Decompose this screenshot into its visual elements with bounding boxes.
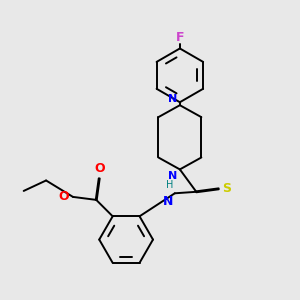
Text: O: O bbox=[59, 190, 69, 203]
Text: O: O bbox=[94, 162, 104, 175]
Text: N: N bbox=[168, 94, 178, 104]
Text: S: S bbox=[222, 182, 231, 195]
Text: H: H bbox=[166, 180, 173, 190]
Text: N: N bbox=[168, 171, 178, 181]
Text: F: F bbox=[176, 31, 184, 44]
Text: N: N bbox=[163, 195, 173, 208]
